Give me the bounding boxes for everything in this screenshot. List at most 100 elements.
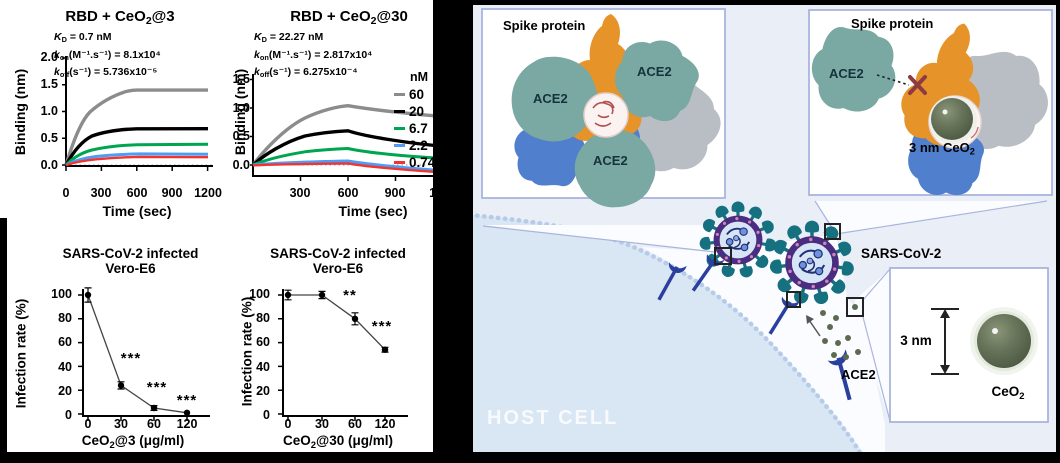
- x-axis-label: Time (sec): [102, 203, 172, 219]
- x-tick: 300: [90, 186, 112, 200]
- chart-title: SARS-CoV-2 infected Vero-E6: [270, 246, 406, 276]
- y-tick-labels: 2.0 1.5 1.0 0.5 0.0: [32, 50, 58, 172]
- x-tick: 900: [384, 186, 406, 200]
- significance-stars: **: [343, 287, 357, 304]
- x-tick: 0: [84, 417, 92, 431]
- x-tick: 1200: [194, 186, 222, 200]
- legend-entry: 2.2: [394, 137, 435, 154]
- blocked-x-icon: [908, 75, 927, 95]
- y-tick: 0.5: [40, 131, 58, 145]
- y-tick: 80: [58, 311, 72, 326]
- legend-dash-60: [394, 92, 405, 97]
- x-axis-label: CeO2@30 (μg/ml): [283, 433, 393, 451]
- inset-ceo2-art: [931, 307, 1038, 375]
- y-tick: 80: [256, 311, 270, 326]
- infection-plot-1: [78, 287, 210, 421]
- legend-entry: 0.74: [394, 154, 435, 171]
- y-axis-label: Binding (nm): [12, 68, 28, 156]
- funnel-left: [483, 225, 731, 252]
- legend-dash-0.74: [394, 160, 405, 165]
- size-label: 3 nm: [900, 333, 932, 348]
- y-tick: 20: [58, 383, 72, 398]
- legend-dash-6.7: [394, 126, 405, 131]
- y-tick: 1.0: [232, 100, 250, 115]
- significance-stars: ***: [176, 392, 198, 409]
- x-tick: 60: [348, 417, 362, 431]
- chart-binding-ceo2-3: RBD + CeO2@3 KD = 0.7 nM kon(M⁻¹.s⁻¹) = …: [2, 2, 234, 230]
- y-tick: 60: [256, 335, 270, 350]
- legend-dash-20: [394, 109, 405, 114]
- y-tick: 0: [263, 407, 270, 422]
- y-tick: 0: [65, 407, 72, 422]
- data-points: [84, 291, 191, 416]
- x-tick: 120: [374, 417, 396, 431]
- curve-6.7nM: [64, 142, 209, 167]
- x-tick: 30: [315, 417, 329, 431]
- virus-label: SARS-CoV-2: [861, 246, 942, 261]
- kinetics-annotation: KD = 22.27 nM kon(M⁻¹.s⁻¹) = 2.817x10⁴ k…: [254, 31, 373, 80]
- x-tick: 60: [147, 417, 161, 431]
- chart-infection-ceo2-3: SARS-CoV-2 infected Vero-E6 Infection ra…: [8, 240, 236, 462]
- chart-title: RBD + CeO2@3: [65, 8, 175, 28]
- y-tick: 40: [58, 359, 72, 374]
- y-tick: 2.0: [40, 50, 58, 64]
- chart-infection-ceo2-30: SARS-CoV-2 infected Vero-E6 Infection ra…: [238, 240, 460, 462]
- inset-left-title: Spike protein: [503, 18, 586, 33]
- y-tick: 0.0: [232, 157, 250, 172]
- chart-title: RBD + CeO2@30: [290, 8, 408, 28]
- inset-spike-ace2-art: [503, 14, 734, 225]
- y-tick: 40: [256, 359, 270, 374]
- y-tick-labels: 100 80 60 40 20 0: [34, 287, 72, 422]
- host-cell-body: [473, 215, 860, 452]
- y-tick: 1.5: [232, 72, 250, 86]
- legend-dash-2.2: [394, 143, 405, 148]
- x-tick: 300: [289, 186, 311, 200]
- significance-stars: ***: [146, 379, 168, 396]
- ceo2-dot-in-box: [852, 304, 858, 310]
- curve-0.74nM: [65, 155, 209, 167]
- ceo2-nanoparticle: [931, 98, 973, 140]
- curve-20nM: [251, 129, 444, 167]
- inset-right-title: Spike protein: [851, 16, 934, 31]
- y-tick: 100: [51, 287, 72, 301]
- ace2-label: ACE2: [593, 153, 628, 168]
- highlight-boxes: [714, 223, 864, 317]
- y-tick: 0.5: [232, 129, 250, 144]
- significance-stars: ***: [120, 350, 142, 367]
- y-tick: 20: [256, 383, 270, 398]
- extracellular-space: [641, 234, 885, 452]
- ace2-receptor-label: ACE2: [841, 367, 876, 382]
- x-tick: 120: [176, 417, 198, 431]
- host-cell-label: HOST CELL: [487, 407, 619, 429]
- data-points: [284, 291, 389, 353]
- ceo2-nanoparticle-large: [977, 314, 1031, 368]
- x-axis-label: CeO2@3 (μg/ml): [81, 433, 185, 451]
- y-tick-labels: 100 80 60 40 20 0: [238, 287, 270, 422]
- y-tick: 1.5: [40, 77, 58, 91]
- x-tick: 600: [337, 186, 359, 200]
- ace2-label: ACE2: [533, 91, 568, 106]
- ceo2-3nm-label: 3 nm CeO2: [909, 140, 975, 157]
- legend-entry: 60: [394, 86, 435, 103]
- legend-entry: 6.7: [394, 120, 435, 137]
- curve-20nM: [64, 127, 209, 166]
- right-figure: Spike protein ACE2 ACE2 ACE2 Spike prote…: [473, 5, 1056, 452]
- frame-bar-bottom: [0, 452, 1060, 463]
- y-tick: 1.0: [40, 104, 58, 118]
- curve-6.7nM: [252, 146, 444, 167]
- funnel-right: [815, 201, 1047, 234]
- x-tick: 0: [62, 186, 70, 200]
- blocked-binding-dashes: [876, 74, 910, 86]
- ceo2-binding-arrow: [808, 319, 821, 337]
- y-tick-labels: 1.5 1.0 0.5 0.0: [230, 72, 250, 172]
- x-tick: 600: [126, 186, 148, 200]
- x-tick: 900: [161, 186, 183, 200]
- cell-membrane: [473, 213, 862, 452]
- curve-0.74nM: [252, 162, 444, 174]
- x-tick: 30: [114, 417, 128, 431]
- significance-stars: ***: [371, 318, 393, 335]
- y-axis-label: Infection rate (%): [13, 298, 29, 409]
- infection-plot-2: [278, 289, 408, 421]
- y-tick: 0.0: [40, 158, 58, 172]
